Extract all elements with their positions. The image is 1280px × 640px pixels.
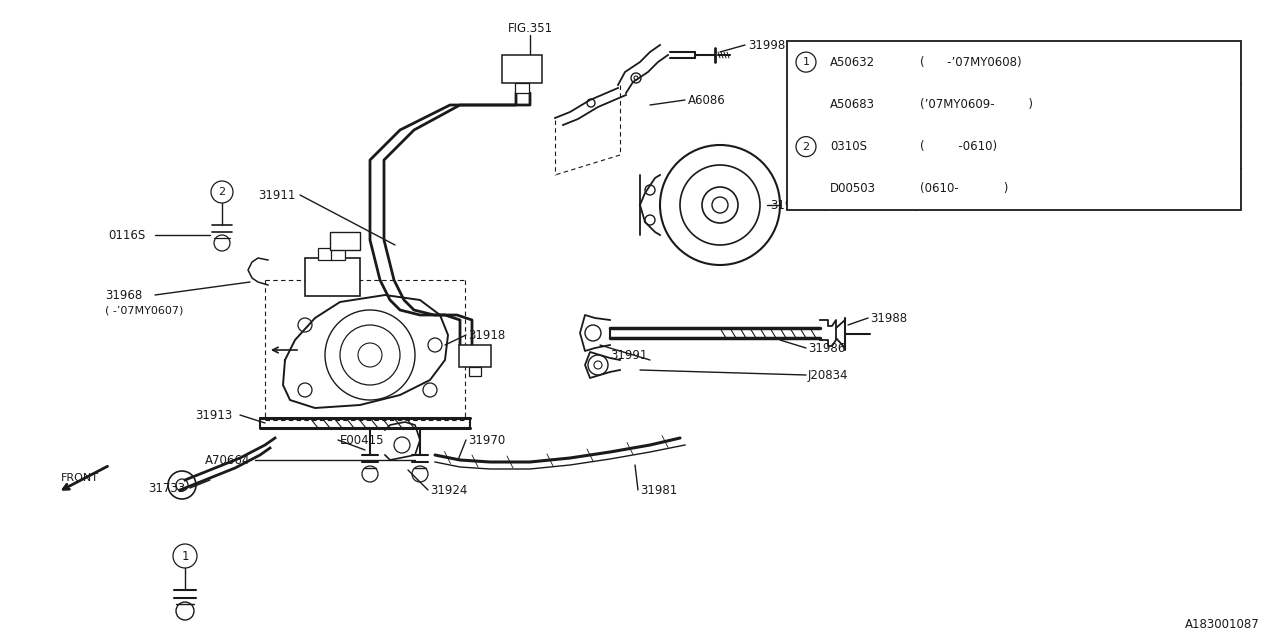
Text: 31733: 31733 [148,481,186,495]
Circle shape [211,181,233,203]
Text: A6086: A6086 [689,93,726,106]
Text: 31988: 31988 [870,312,908,324]
Text: (’07MY0609-         ): (’07MY0609- ) [920,98,1033,111]
Text: 31998: 31998 [748,38,785,51]
Bar [787,41,1242,210]
Bar [330,232,360,250]
Text: D00503: D00503 [829,182,876,195]
Circle shape [173,544,197,568]
Circle shape [796,136,817,157]
Text: 1: 1 [803,57,809,67]
Bar [305,258,360,296]
Text: 31991: 31991 [611,349,648,362]
Text: A50632: A50632 [829,56,876,68]
Text: 31981: 31981 [640,483,677,497]
Text: (      -’07MY0608): ( -’07MY0608) [920,56,1021,68]
Bar [460,345,492,367]
Text: FRONT: FRONT [61,473,99,483]
Text: (         -0610): ( -0610) [920,140,997,153]
Text: 1: 1 [182,550,188,563]
Text: FIG.351: FIG.351 [507,22,553,35]
Text: 0116S: 0116S [108,228,145,241]
Text: ( -’07MY0607): ( -’07MY0607) [105,305,183,315]
Text: 31995: 31995 [771,198,808,211]
Text: (0610-            ): (0610- ) [920,182,1009,195]
Text: A183001087: A183001087 [1185,618,1260,632]
Text: 31924: 31924 [430,483,467,497]
Text: 2: 2 [219,187,225,197]
Text: A70664: A70664 [205,454,251,467]
Text: 31913: 31913 [195,408,232,422]
Bar [317,248,332,260]
Bar [502,55,541,83]
Text: 31970: 31970 [468,433,506,447]
Text: 31918: 31918 [468,328,506,342]
Circle shape [796,52,817,72]
Text: 2: 2 [803,141,809,152]
Text: 31968: 31968 [105,289,142,301]
Text: 0310S: 0310S [829,140,867,153]
Text: 31911: 31911 [259,189,296,202]
Bar [332,248,346,260]
Bar [515,83,529,93]
Text: 31986: 31986 [808,342,845,355]
Text: A50683: A50683 [829,98,876,111]
Text: E00415: E00415 [340,433,384,447]
Bar [468,367,481,376]
Text: J20834: J20834 [808,369,849,381]
